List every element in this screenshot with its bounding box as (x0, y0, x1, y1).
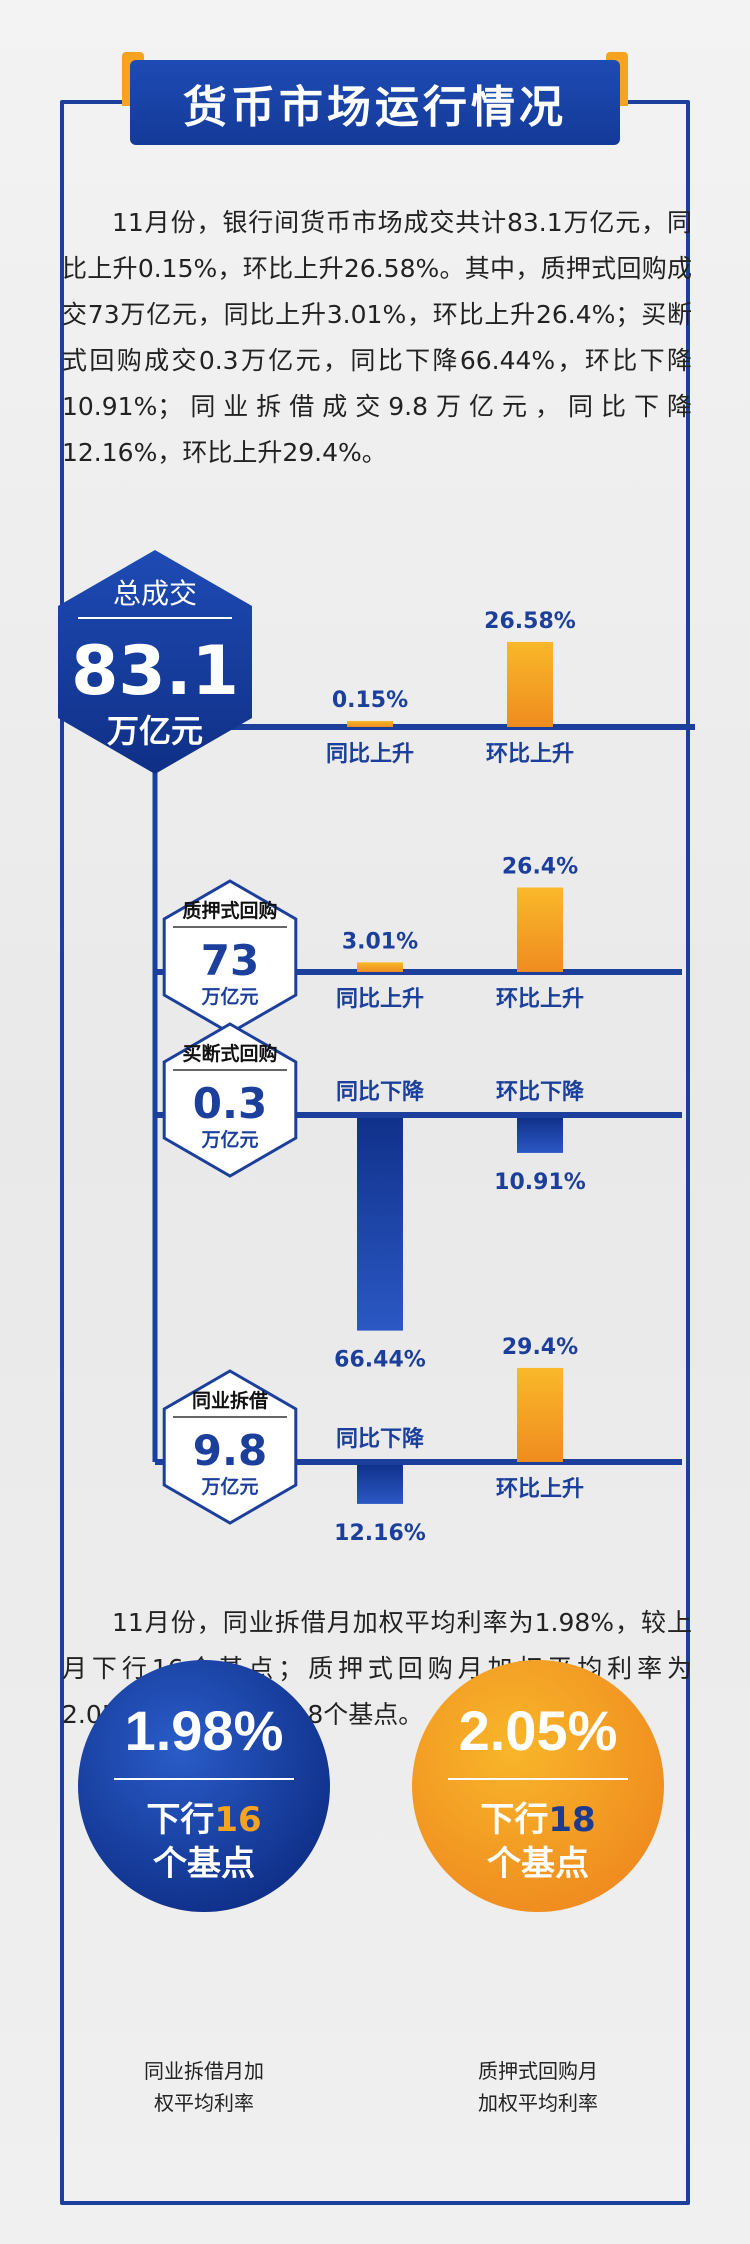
bar-value-label: 3.01% (342, 929, 418, 954)
bar-category-label: 同比上升 (326, 742, 414, 767)
interbank-rate-caption: 同业拆借月加 权平均利率 (78, 2055, 330, 2119)
bar-value-label: 0.15% (332, 688, 408, 713)
caption-line: 质押式回购月 (478, 2059, 598, 2083)
interbank-rate-value: 1.98% (124, 1699, 284, 1762)
change-bp: 16 (214, 1800, 262, 1840)
group-amount: 73 (201, 936, 259, 985)
bar-value-label: 26.58% (484, 609, 576, 634)
title-banner: 货币市场运行情况 (122, 52, 628, 145)
group-name: 同业拆借 (192, 1389, 268, 1412)
bar-value-label: 66.44% (334, 1348, 426, 1373)
repo-rate-caption: 质押式回购月 加权平均利率 (412, 2055, 664, 2119)
bar-category-label: 同比上升 (336, 987, 424, 1012)
decrease-bar (357, 1465, 403, 1504)
rate-paragraph: 11月份，同业拆借月加权平均利率为1.98%，较上月下行16个基点；质押式回购月… (62, 1608, 692, 1729)
group-hexagon (162, 1369, 298, 1525)
badge-divider (448, 1778, 628, 1780)
group-name: 质押式回购 (182, 899, 277, 922)
caption-line: 同业拆借月加 (144, 2059, 264, 2083)
bar-value-label: 10.91% (494, 1170, 586, 1195)
bar-category-label: 环比下降 (496, 1080, 585, 1105)
interbank-rate-change: 下行16 (78, 1792, 330, 1841)
increase-bar (357, 962, 403, 972)
increase-bar (517, 1367, 563, 1462)
group-amount-unit: 万亿元 (200, 1475, 258, 1498)
repo-rate-badge: 2.05% 下行18 个基点 (412, 1660, 664, 1912)
interbank-rate-badge: 1.98% 下行16 个基点 (78, 1660, 330, 1912)
page-title: 货币市场运行情况 (130, 60, 620, 145)
group-amount-unit: 万亿元 (200, 1128, 258, 1151)
change-bp: 18 (548, 1800, 596, 1840)
trade-volume-chart: 总成交83.1万亿元0.15%同比上升26.58%环比上升质押式回购73万亿元3… (58, 550, 695, 1546)
change-prefix: 下行 (146, 1800, 215, 1840)
increase-bar (517, 887, 563, 972)
group-amount-unit: 万亿元 (200, 985, 258, 1008)
group-amount: 83.1 (71, 632, 239, 711)
bar-category-label: 同比下降 (336, 1427, 425, 1452)
group-amount: 0.3 (193, 1079, 267, 1128)
bar-category-label: 同比下降 (336, 1080, 425, 1105)
total-hexagon (58, 550, 252, 774)
repo-rate-unit: 个基点 (487, 1844, 589, 1884)
repo-rate-change: 下行18 (412, 1792, 664, 1841)
decrease-bar (517, 1118, 563, 1153)
group-hexagon (162, 1022, 298, 1178)
bar-category-label: 环比上升 (496, 1477, 584, 1502)
bar-value-label: 12.16% (334, 1521, 426, 1546)
bar-value-label: 29.4% (502, 1335, 578, 1360)
badge-divider (114, 1778, 294, 1780)
bar-category-label: 环比上升 (486, 742, 574, 767)
increase-bar (347, 721, 393, 727)
caption-line: 权平均利率 (154, 2091, 254, 2115)
group-name: 买断式回购 (182, 1042, 277, 1065)
group-name: 总成交 (113, 577, 197, 610)
caption-line: 加权平均利率 (478, 2091, 598, 2115)
group-amount-unit: 万亿元 (107, 712, 203, 750)
decrease-bar (357, 1118, 403, 1331)
interbank-rate-unit: 个基点 (153, 1844, 255, 1884)
bar-value-label: 26.4% (502, 855, 578, 880)
repo-rate-value: 2.05% (458, 1699, 618, 1762)
change-prefix: 下行 (480, 1800, 549, 1840)
bar-category-label: 环比上升 (496, 987, 584, 1012)
increase-bar (507, 641, 553, 727)
group-amount: 9.8 (193, 1426, 267, 1475)
summary-paragraph: 11月份，银行间货币市场成交共计83.1万亿元，同比上升0.15%，环比上升26… (62, 208, 692, 467)
